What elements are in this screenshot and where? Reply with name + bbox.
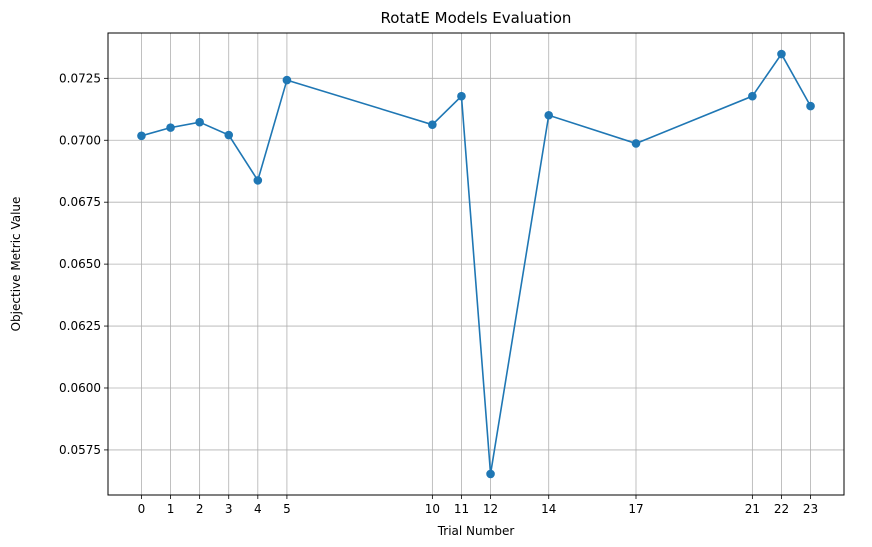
tick-layer: 0 1 2 3 4 5 10 11 12 14 17 21 22 230.05750.06000.0625… (59, 71, 818, 516)
x-tick-label: 22 (774, 502, 789, 516)
data-point (777, 49, 786, 59)
data-point (166, 123, 175, 132)
x-tick-label: 14 (541, 502, 556, 516)
data-point (806, 101, 815, 111)
data-point (137, 131, 146, 141)
x-tick-label: 10 (425, 502, 440, 516)
series-line (141, 52, 812, 475)
y-tick-label: 0.0575 (59, 443, 101, 457)
x-tick-label: 0 (138, 502, 146, 516)
x-axis-label: Trial Number (437, 524, 515, 538)
data-point (486, 469, 495, 479)
data-point (748, 91, 757, 101)
x-tick-label: 3 (225, 502, 233, 516)
data-point (631, 139, 641, 148)
x-tick-label: 21 (745, 502, 760, 516)
x-tick-label: 12 (483, 502, 498, 516)
data-point (253, 176, 263, 185)
x-tick-label: 2 (196, 502, 204, 516)
data-point (282, 75, 292, 85)
y-tick-label: 0.0675 (59, 195, 101, 209)
x-tick-label: 23 (803, 502, 818, 516)
x-tick-label: 5 (283, 502, 291, 516)
grid-layer (108, 33, 844, 495)
y-tick-label: 0.0700 (59, 133, 101, 147)
data-point (428, 120, 437, 129)
series-layer (137, 49, 815, 479)
x-tick-label: 1 (167, 502, 175, 516)
y-tick-label: 0.0650 (59, 257, 101, 271)
x-tick-label: 17 (628, 502, 643, 516)
y-tick-label: 0.0725 (59, 71, 101, 85)
y-tick-label: 0.0625 (59, 319, 101, 333)
x-tick-label: 11 (454, 502, 469, 516)
x-tick-label: 4 (254, 502, 262, 516)
y-tick-label: 0.0600 (59, 381, 101, 395)
chart-title: RotatE Models Evaluation (381, 9, 572, 27)
data-point (195, 117, 204, 127)
data-point (544, 110, 554, 120)
y-axis-label: Objective Metric Value (9, 197, 23, 332)
data-point (457, 91, 466, 101)
data-point (224, 130, 234, 140)
